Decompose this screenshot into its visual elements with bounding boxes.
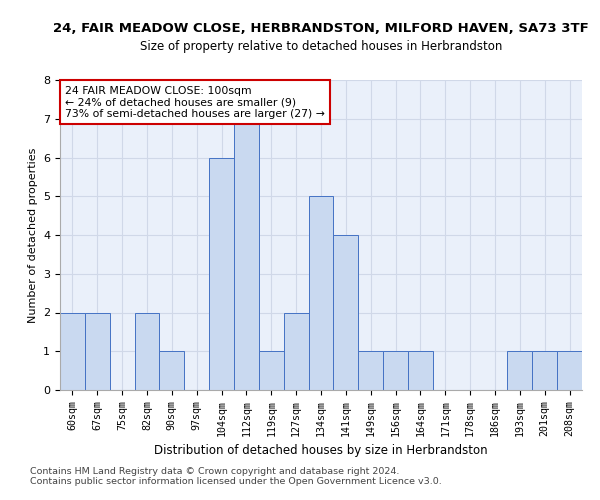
Text: Contains public sector information licensed under the Open Government Licence v3: Contains public sector information licen… bbox=[30, 477, 442, 486]
Bar bbox=[383, 351, 408, 390]
Bar bbox=[259, 351, 284, 390]
Bar bbox=[234, 118, 259, 390]
Bar bbox=[557, 351, 582, 390]
Text: Size of property relative to detached houses in Herbrandston: Size of property relative to detached ho… bbox=[140, 40, 502, 53]
Text: 24, FAIR MEADOW CLOSE, HERBRANDSTON, MILFORD HAVEN, SA73 3TF: 24, FAIR MEADOW CLOSE, HERBRANDSTON, MIL… bbox=[53, 22, 589, 36]
Bar bbox=[134, 312, 160, 390]
Y-axis label: Number of detached properties: Number of detached properties bbox=[28, 148, 38, 322]
Bar bbox=[358, 351, 383, 390]
Bar bbox=[284, 312, 308, 390]
X-axis label: Distribution of detached houses by size in Herbrandston: Distribution of detached houses by size … bbox=[154, 444, 488, 457]
Bar bbox=[60, 312, 85, 390]
Text: 24 FAIR MEADOW CLOSE: 100sqm
← 24% of detached houses are smaller (9)
73% of sem: 24 FAIR MEADOW CLOSE: 100sqm ← 24% of de… bbox=[65, 86, 325, 119]
Text: Contains HM Land Registry data © Crown copyright and database right 2024.: Contains HM Land Registry data © Crown c… bbox=[30, 467, 400, 476]
Bar bbox=[85, 312, 110, 390]
Bar bbox=[408, 351, 433, 390]
Bar bbox=[508, 351, 532, 390]
Bar bbox=[532, 351, 557, 390]
Bar bbox=[308, 196, 334, 390]
Bar bbox=[160, 351, 184, 390]
Bar bbox=[209, 158, 234, 390]
Bar bbox=[334, 235, 358, 390]
